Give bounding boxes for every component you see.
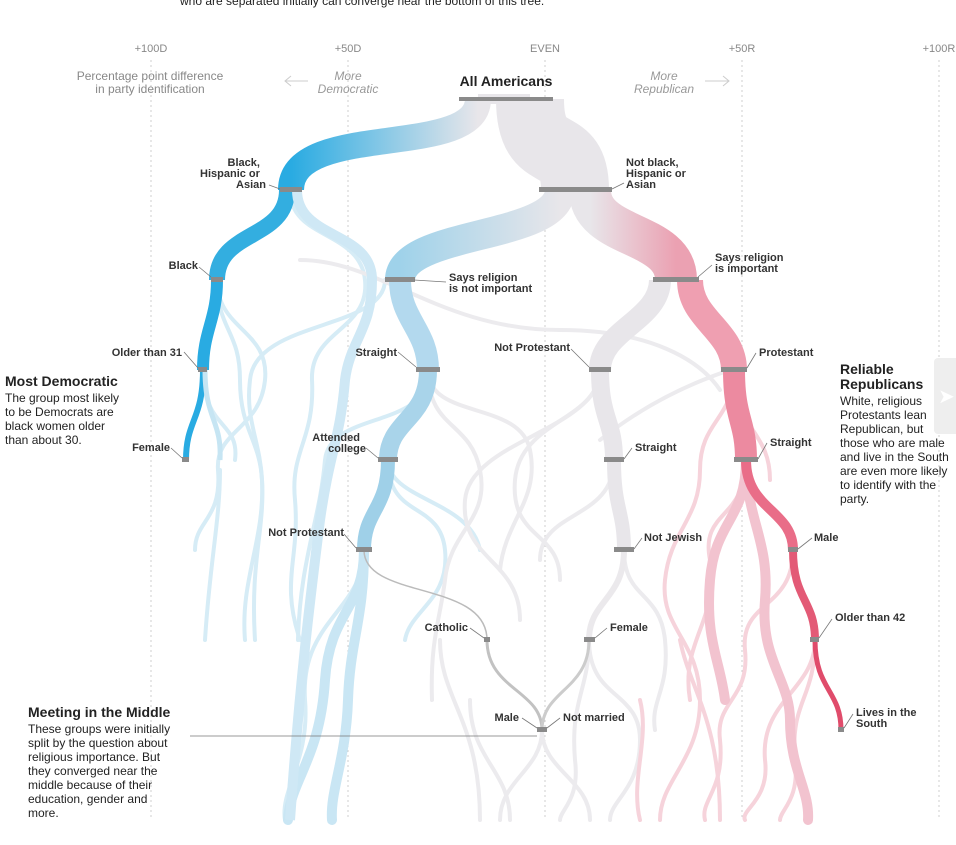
- node-bars: [182, 97, 844, 732]
- annotation-body: These groups were initially split by the…: [28, 722, 171, 820]
- root-label: All Americans: [460, 73, 553, 89]
- label-male-mid: Male: [495, 712, 519, 724]
- label-not-protestant-low: Not Protestant: [268, 527, 344, 539]
- label-religion-not-important: Says religion is not important: [449, 272, 532, 295]
- label-older-than-42: Older than 42: [835, 612, 905, 624]
- annotation-meeting-middle: Meeting in the Middle These groups were …: [28, 704, 180, 821]
- svg-text:Republican: Republican: [634, 82, 694, 96]
- label-female-left: Female: [132, 442, 170, 454]
- intro-text: who are separated initially can converge…: [180, 0, 545, 8]
- tick-100d: +100D: [135, 43, 168, 55]
- tick-50d: +50D: [335, 43, 362, 55]
- label-not-jewish: Not Jewish: [644, 532, 702, 544]
- label-straight-mid: Straight: [635, 442, 677, 454]
- tick-50r: +50R: [729, 43, 756, 55]
- label-attended-college: Attended college: [312, 432, 366, 455]
- annotation-body: White, religious Protestants lean Republ…: [840, 394, 949, 506]
- label-lives-in-south: Lives in the South: [856, 707, 920, 730]
- svg-text:in party identification: in party identification: [95, 82, 204, 96]
- axis-ticks: +100D +50D EVEN +50R +100R: [135, 43, 956, 55]
- next-button[interactable]: ➤: [934, 358, 956, 434]
- label-older-than-31: Older than 31: [112, 347, 182, 359]
- annotation-reliable-republicans: Reliable Republicans White, religious Pr…: [840, 361, 952, 507]
- label-not-protestant-mid: Not Protestant: [494, 342, 570, 354]
- arrow-right-icon: [705, 75, 730, 87]
- annotation-title: Meeting in the Middle: [28, 704, 171, 720]
- chevron-right-icon: ➤: [938, 386, 955, 408]
- annotation-body: The group most likely to be Democrats ar…: [5, 391, 120, 447]
- annotation-most-democratic: Most Democratic The group most likely to…: [5, 373, 130, 448]
- svg-text:Democratic: Democratic: [318, 82, 379, 96]
- label-black-hispanic-asian: Black, Hispanic or Asian: [200, 157, 266, 191]
- label-black: Black: [169, 260, 199, 272]
- arrow-left-icon: [284, 75, 308, 87]
- tick-100r: +100R: [923, 43, 956, 55]
- axis-description: Percentage point difference in party ide…: [77, 69, 695, 96]
- label-religion-important: Says religion is important: [715, 252, 787, 275]
- more-republican-note: More: [650, 69, 678, 83]
- label-catholic: Catholic: [425, 622, 468, 634]
- label-protestant: Protestant: [759, 347, 814, 359]
- label-female-mid: Female: [610, 622, 648, 634]
- main-ribbons: [183, 94, 844, 821]
- more-democratic-note: More: [334, 69, 362, 83]
- label-straight-right: Straight: [770, 437, 812, 449]
- label-straight-left: Straight: [355, 347, 397, 359]
- node-labels: Black, Hispanic or Asian Not black, Hisp…: [112, 157, 920, 730]
- label-not-black: Not black, Hispanic or Asian: [626, 157, 689, 191]
- leader-lines: [170, 182, 854, 737]
- annotation-title: Reliable Republicans: [840, 361, 924, 392]
- label-not-married: Not married: [563, 712, 625, 724]
- label-male-right: Male: [814, 532, 838, 544]
- tick-even: EVEN: [530, 43, 560, 55]
- svg-text:Percentage point difference: Percentage point difference: [77, 69, 224, 83]
- annotation-title: Most Democratic: [5, 373, 118, 389]
